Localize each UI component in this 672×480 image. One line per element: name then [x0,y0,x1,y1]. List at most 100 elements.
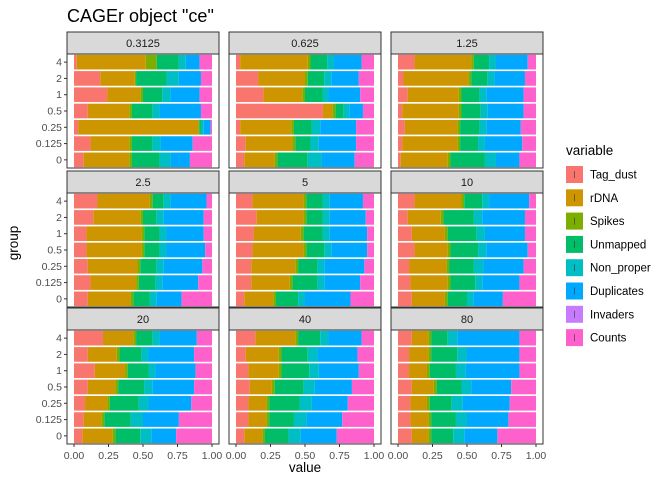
bar-segment [130,291,134,307]
bar-segment [152,330,160,346]
bar-segment [152,103,160,119]
bar-segment [328,87,361,103]
bar-segment [398,412,411,427]
y-tick-label: 0.5 [47,245,62,257]
bar-segment [83,412,102,427]
bar-segment [478,136,485,151]
y-tick-label: 0 [56,154,62,166]
bar-segment [159,152,171,168]
bar-segment [300,226,304,242]
bar-segment [495,152,520,168]
bar-segment [305,87,323,103]
bar-segment [436,379,462,395]
bar-segment [482,275,520,290]
bar-segment [398,136,403,151]
facet-panels: 0.3125 0 0.125 0.25 0.5 1 2 4 0.625 1.25 2.5 0 0.125… [36,31,546,462]
bar-segment [136,275,139,290]
bar-segment [210,119,212,135]
bar-segment [102,330,134,346]
bar-segment [86,226,142,242]
bar-segment [266,395,270,411]
bar-segment [398,258,410,274]
bar-segment [85,395,108,411]
x-tick-label: 0.75 [329,450,350,462]
bar-segment [317,347,358,362]
x-tick-label: 1.00 [364,450,385,462]
bar-segment [398,87,408,103]
bar-segment [402,136,458,151]
bar-segment [159,242,167,258]
bar-segment [364,258,374,274]
bar-segment [527,242,536,258]
legend-label: Tag_dust [590,170,637,182]
legend-label: Non_proper [590,263,651,275]
bar-segment [398,103,403,119]
bar-segment [484,152,496,168]
x-tick-label: 0.75 [491,450,512,462]
bar-segment [350,291,374,307]
bar-segment [170,152,190,168]
bar-segment [324,275,361,290]
bar-segment [409,363,427,379]
bar-segment [317,275,325,290]
bar-segment [322,210,330,225]
bar-segment [307,152,322,168]
bar-segment [156,210,164,225]
bar-segment [152,136,161,151]
bar-segment [266,412,270,427]
y-tick-label: 1 [56,89,62,101]
bar-segment [447,152,451,168]
legend-label: rDNA [590,193,618,205]
bar-segment [473,54,490,70]
bar-segment [342,412,374,427]
y-tick-label: 4 [56,333,62,345]
bar-segment [236,291,245,307]
bar-segment [178,71,201,86]
bar-segment [97,193,150,209]
bar-segment [86,242,142,258]
bar-segment [244,291,274,307]
bar-segment [451,395,463,411]
bar-segment [407,210,441,225]
facet-panel: 0.625 [228,31,382,169]
bar-segment [428,330,432,346]
bar-segment [236,275,252,290]
bar-segment [251,258,296,274]
bar-segment [356,119,374,135]
bar-segment [155,275,163,290]
bar-segment [331,71,359,86]
x-tick-label: 0.00 [388,450,409,462]
bar-segment [249,379,272,395]
bar-segment [429,363,456,379]
bar-segment [400,152,448,168]
bar-segment [253,226,301,242]
legend-label: Invaders [590,309,634,321]
bar-segment [450,242,479,258]
bar-segment [478,242,487,258]
bar-segment [295,136,311,151]
bar-segment [460,119,480,135]
bar-segment [324,258,365,274]
bar-segment [328,330,362,346]
bar-segment [289,275,293,290]
bar-segment [327,54,334,70]
bar-segment [269,412,294,427]
bar-segment [486,119,521,135]
bar-segment [194,379,212,395]
bar-segment [410,412,429,427]
bar-segment [410,395,427,411]
bar-segment [240,54,308,70]
bar-segment [155,363,196,379]
bar-segment [143,210,157,225]
bar-segment [462,395,510,411]
bar-segment [274,379,304,395]
bar-segment [398,428,412,444]
bar-segment [431,412,456,427]
bar-segment [367,226,374,242]
bar-segment [529,193,536,209]
bar-segment [240,119,292,135]
bar-segment [203,226,212,242]
bar-segment [198,119,200,135]
bar-segment [414,242,448,258]
y-tick-label: 4 [56,196,62,208]
